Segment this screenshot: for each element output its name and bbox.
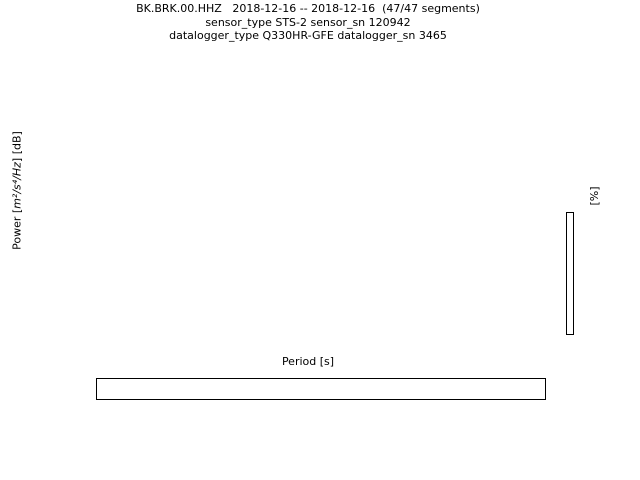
colorbar-gradient xyxy=(566,212,574,335)
y-axis-label-suffix: ] [dB] xyxy=(10,131,24,163)
y-axis-label-prefix: Power [ xyxy=(10,208,24,250)
plot-subtitle-sensor: sensor_type STS-2 sensor_sn 120942 xyxy=(205,15,411,29)
plot-title: BK.BRK.00.HHZ 2018-12-16 -- 2018-12-16 (… xyxy=(136,2,480,15)
colorbar-label: [%] xyxy=(588,186,601,206)
title-block: BK.BRK.00.HHZ 2018-12-16 -- 2018-12-16 (… xyxy=(0,2,616,43)
x-axis-label: Period [s] xyxy=(281,355,335,368)
y-axis-label-units: m²/s⁴/Hz xyxy=(10,162,24,209)
plot-subtitle-datalogger: datalogger_type Q330HR-GFE datalogger_sn… xyxy=(169,29,447,42)
y-axis-label: Power [m²/s⁴/Hz] [dB] xyxy=(11,106,26,276)
timeline-box xyxy=(96,378,546,400)
